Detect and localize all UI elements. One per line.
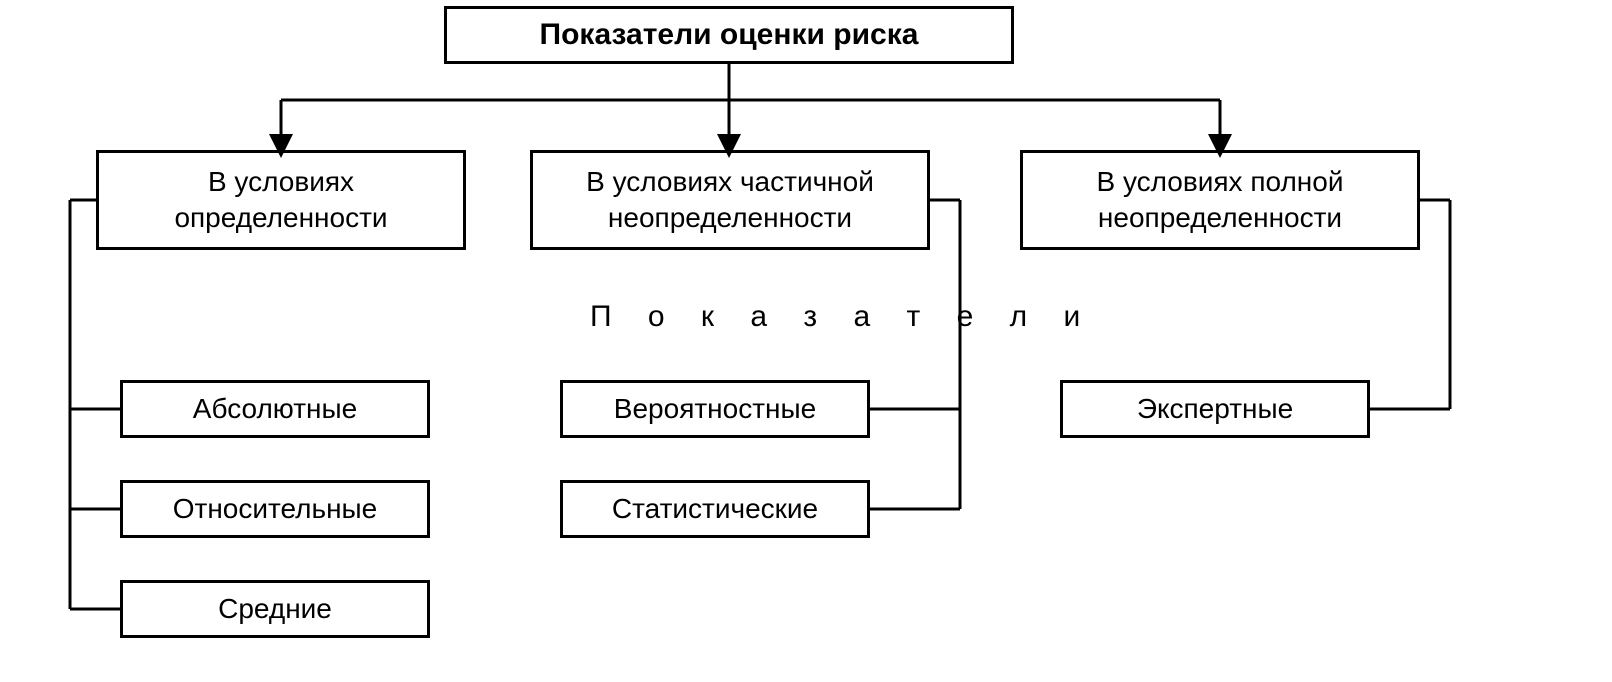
item-label: Экспертные xyxy=(1137,393,1293,425)
category-label: В условиях определенности xyxy=(115,164,447,237)
item-absolute: Абсолютные xyxy=(120,380,430,438)
category-label: В условиях частичной неопределенности xyxy=(549,164,911,237)
item-label: Средние xyxy=(218,593,332,625)
item-label: Вероятностные xyxy=(614,393,816,425)
title-text: Показатели оценки риска xyxy=(540,18,919,52)
category-label: В условиях полной неопределенности xyxy=(1039,164,1401,237)
section-label-text: П о к а з а т е л и xyxy=(590,300,1094,333)
item-label: Относительные xyxy=(173,493,378,525)
category-full-uncertainty: В условиях полной неопределенности xyxy=(1020,150,1420,250)
item-relative: Относительные xyxy=(120,480,430,538)
diagram-title: Показатели оценки риска xyxy=(444,6,1014,64)
category-certainty: В условиях определенности xyxy=(96,150,466,250)
category-partial-uncertainty: В условиях частичной неопределенности xyxy=(530,150,930,250)
item-statistical: Статистические xyxy=(560,480,870,538)
item-label: Статистические xyxy=(612,493,818,525)
section-label: П о к а з а т е л и xyxy=(590,300,1094,334)
item-expert: Экспертные xyxy=(1060,380,1370,438)
item-average: Средние xyxy=(120,580,430,638)
item-probabilistic: Вероятностные xyxy=(560,380,870,438)
item-label: Абсолютные xyxy=(193,393,357,425)
